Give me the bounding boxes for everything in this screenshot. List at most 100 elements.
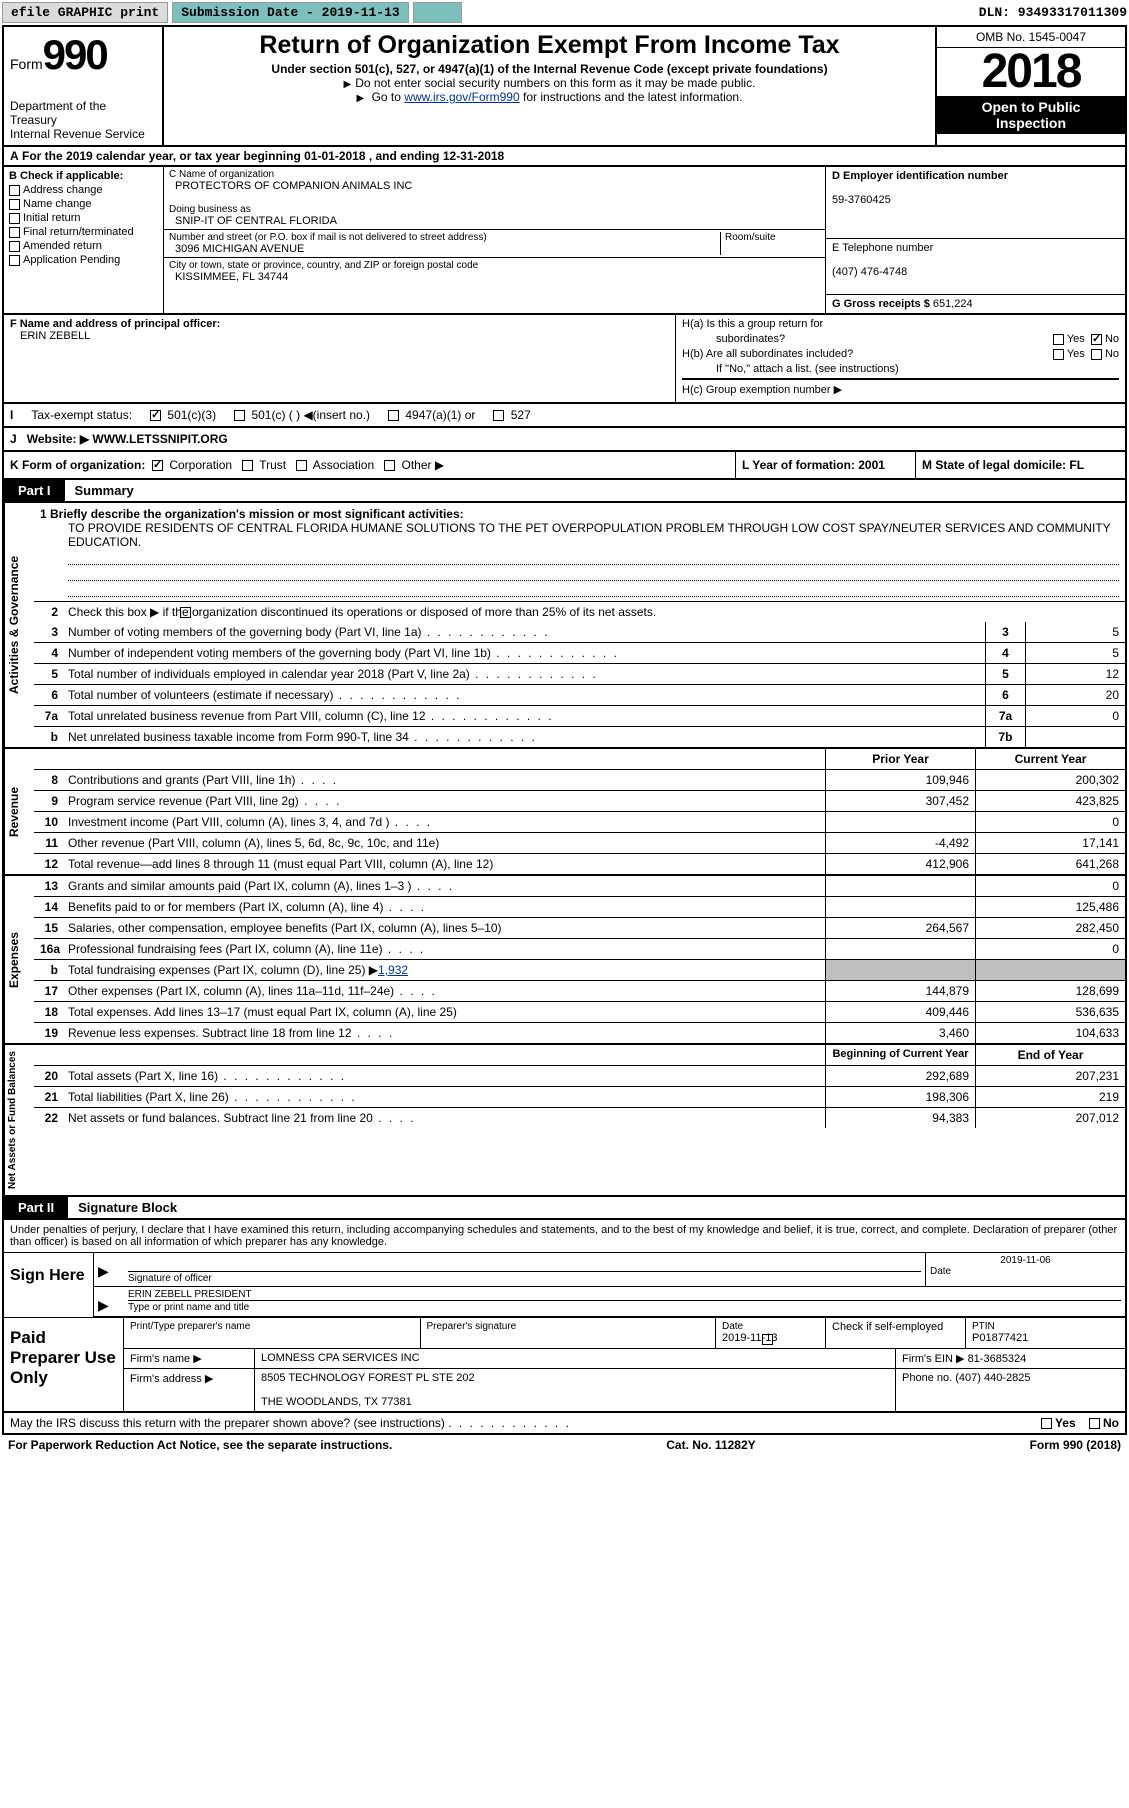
chk-address[interactable] <box>9 185 20 196</box>
irs-link[interactable]: www.irs.gov/Form990 <box>404 90 519 104</box>
ptin-val: P01877421 <box>972 1332 1119 1344</box>
prep-name-label: Print/Type preparer's name <box>130 1321 414 1332</box>
val-3: 5 <box>1025 622 1125 642</box>
chk-name[interactable] <box>9 199 20 210</box>
val-7b <box>1025 727 1125 747</box>
tel-label: E Telephone number <box>832 242 933 254</box>
chk-discuss-yes[interactable] <box>1041 1418 1052 1429</box>
chk-ha-yes[interactable] <box>1053 334 1064 345</box>
rev-vlabel: Revenue <box>4 749 34 874</box>
part-1-badge: Part I <box>4 480 65 501</box>
col-h: H(a) Is this a group return for subordin… <box>675 315 1125 402</box>
open-to-public: Open to PublicInspection <box>937 96 1125 134</box>
sign-here-label: Sign Here <box>4 1253 94 1317</box>
prep-sig-label: Preparer's signature <box>427 1321 710 1332</box>
footer-mid: Cat. No. 11282Y <box>666 1438 755 1452</box>
chk-assoc[interactable] <box>296 460 307 471</box>
line-4: Number of independent voting members of … <box>64 643 985 663</box>
org-name: PROTECTORS OF COMPANION ANIMALS INC <box>169 180 820 192</box>
chk-ha-no[interactable] <box>1091 334 1102 345</box>
subtitle-2: Do not enter social security numbers on … <box>170 76 929 90</box>
form-title: Return of Organization Exempt From Incom… <box>170 31 929 60</box>
ein-value: 59-3760425 <box>832 194 891 206</box>
line-1-label: 1 Briefly describe the organization's mi… <box>40 507 464 521</box>
line-5: Total number of individuals employed in … <box>64 664 985 684</box>
lbl-initial: Initial return <box>23 212 80 224</box>
chk-initial[interactable] <box>9 213 20 224</box>
chk-discuss-no[interactable] <box>1089 1418 1100 1429</box>
chk-527[interactable] <box>493 410 504 421</box>
gov-vlabel: Activities & Governance <box>4 503 34 747</box>
footer-left: For Paperwork Reduction Act Notice, see … <box>8 1438 392 1452</box>
page-footer: For Paperwork Reduction Act Notice, see … <box>2 1435 1127 1455</box>
subtitle-1: Under section 501(c), 527, or 4947(a)(1)… <box>170 62 929 76</box>
section-fgh: F Name and address of principal officer:… <box>2 315 1127 404</box>
col-l: L Year of formation: 2001 <box>735 452 915 478</box>
chk-other[interactable] <box>384 460 395 471</box>
hc-label: H(c) Group exemption number ▶ <box>682 378 1119 396</box>
col-b-header: B Check if applicable: <box>9 170 123 182</box>
hb-note: If "No," attach a list. (see instruction… <box>682 363 1119 375</box>
submission-date-button[interactable]: Submission Date - 2019-11-13 <box>172 2 408 23</box>
col-f: F Name and address of principal officer:… <box>4 315 675 402</box>
room-label: Room/suite <box>725 232 820 243</box>
phone-label: Phone no. <box>902 1372 952 1384</box>
line-12: Total revenue—add lines 8 through 11 (mu… <box>64 854 825 874</box>
website-value: WWW.LETSSNIPIT.ORG <box>92 432 227 446</box>
net-vlabel: Net Assets or Fund Balances <box>4 1045 34 1195</box>
city-value: KISSIMMEE, FL 34744 <box>169 271 820 283</box>
ein-label: D Employer identification number <box>832 170 1008 182</box>
prep-date-label: Date <box>722 1321 819 1332</box>
chk-501c3[interactable] <box>150 410 161 421</box>
val-5: 12 <box>1025 664 1125 684</box>
header-mid: Return of Organization Exempt From Incom… <box>164 27 935 145</box>
part-1-title: Summary <box>65 480 144 501</box>
chk-corp[interactable] <box>152 460 163 471</box>
part-2-header: Part II Signature Block <box>2 1197 1127 1220</box>
col-d: D Employer identification number 59-3760… <box>825 167 1125 313</box>
current-year-hdr: Current Year <box>975 749 1125 769</box>
officer-name: ERIN ZEBELL <box>10 330 90 342</box>
goto-post: for instructions and the latest informat… <box>520 90 743 104</box>
chk-final[interactable] <box>9 227 20 238</box>
line-20: Total assets (Part X, line 16) <box>64 1066 825 1086</box>
ha-sub: subordinates? <box>682 333 785 345</box>
chk-501c[interactable] <box>234 410 245 421</box>
line-21: Total liabilities (Part X, line 26) <box>64 1087 825 1107</box>
lbl-address: Address change <box>23 184 103 196</box>
chk-hb-yes[interactable] <box>1053 349 1064 360</box>
firm-ein: 81-3685324 <box>968 1353 1027 1365</box>
firm-name: LOMNESS CPA SERVICES INC <box>254 1349 895 1368</box>
header-left: Form990 Department of the Treasury Inter… <box>4 27 164 145</box>
chk-line2[interactable] <box>180 607 191 618</box>
chk-amended[interactable] <box>9 241 20 252</box>
line-2: Check this box ▶ if the organization dis… <box>64 602 1125 622</box>
dba-value: SNIP-IT OF CENTRAL FLORIDA <box>169 215 820 227</box>
chk-hb-no[interactable] <box>1091 349 1102 360</box>
city-label: City or town, state or province, country… <box>169 260 820 271</box>
chk-4947[interactable] <box>388 410 399 421</box>
line-22: Net assets or fund balances. Subtract li… <box>64 1108 825 1128</box>
fundraising-link[interactable]: 1,932 <box>378 963 408 977</box>
tax-label: Tax-exempt status: <box>31 408 132 422</box>
activities-governance: Activities & Governance 1 Briefly descri… <box>2 503 1127 749</box>
address-value: 3096 MICHIGAN AVENUE <box>169 243 720 255</box>
line-7a: Total unrelated business revenue from Pa… <box>64 706 985 726</box>
begin-year-hdr: Beginning of Current Year <box>825 1045 975 1065</box>
efile-button[interactable]: efile GRAPHIC print <box>2 2 168 23</box>
line-16b: Total fundraising expenses (Part IX, col… <box>64 960 825 980</box>
blank-button[interactable] <box>413 2 462 23</box>
chk-trust[interactable] <box>242 460 253 471</box>
chk-pending[interactable] <box>9 255 20 266</box>
chk-self-employed[interactable] <box>762 1334 773 1345</box>
top-bar: efile GRAPHIC print Submission Date - 20… <box>2 2 1127 27</box>
val-6: 20 <box>1025 685 1125 705</box>
lbl-amended: Amended return <box>23 240 102 252</box>
hb-label: H(b) Are all subordinates included? <box>682 348 853 360</box>
row-a-text: For the 2019 calendar year, or tax year … <box>22 149 504 163</box>
net-assets-section: Net Assets or Fund Balances Beginning of… <box>2 1045 1127 1197</box>
line-19: Revenue less expenses. Subtract line 18 … <box>64 1023 825 1043</box>
line-15: Salaries, other compensation, employee b… <box>64 918 825 938</box>
officer-name-label: Type or print name and title <box>128 1300 1121 1313</box>
line-13: Grants and similar amounts paid (Part IX… <box>64 876 825 896</box>
